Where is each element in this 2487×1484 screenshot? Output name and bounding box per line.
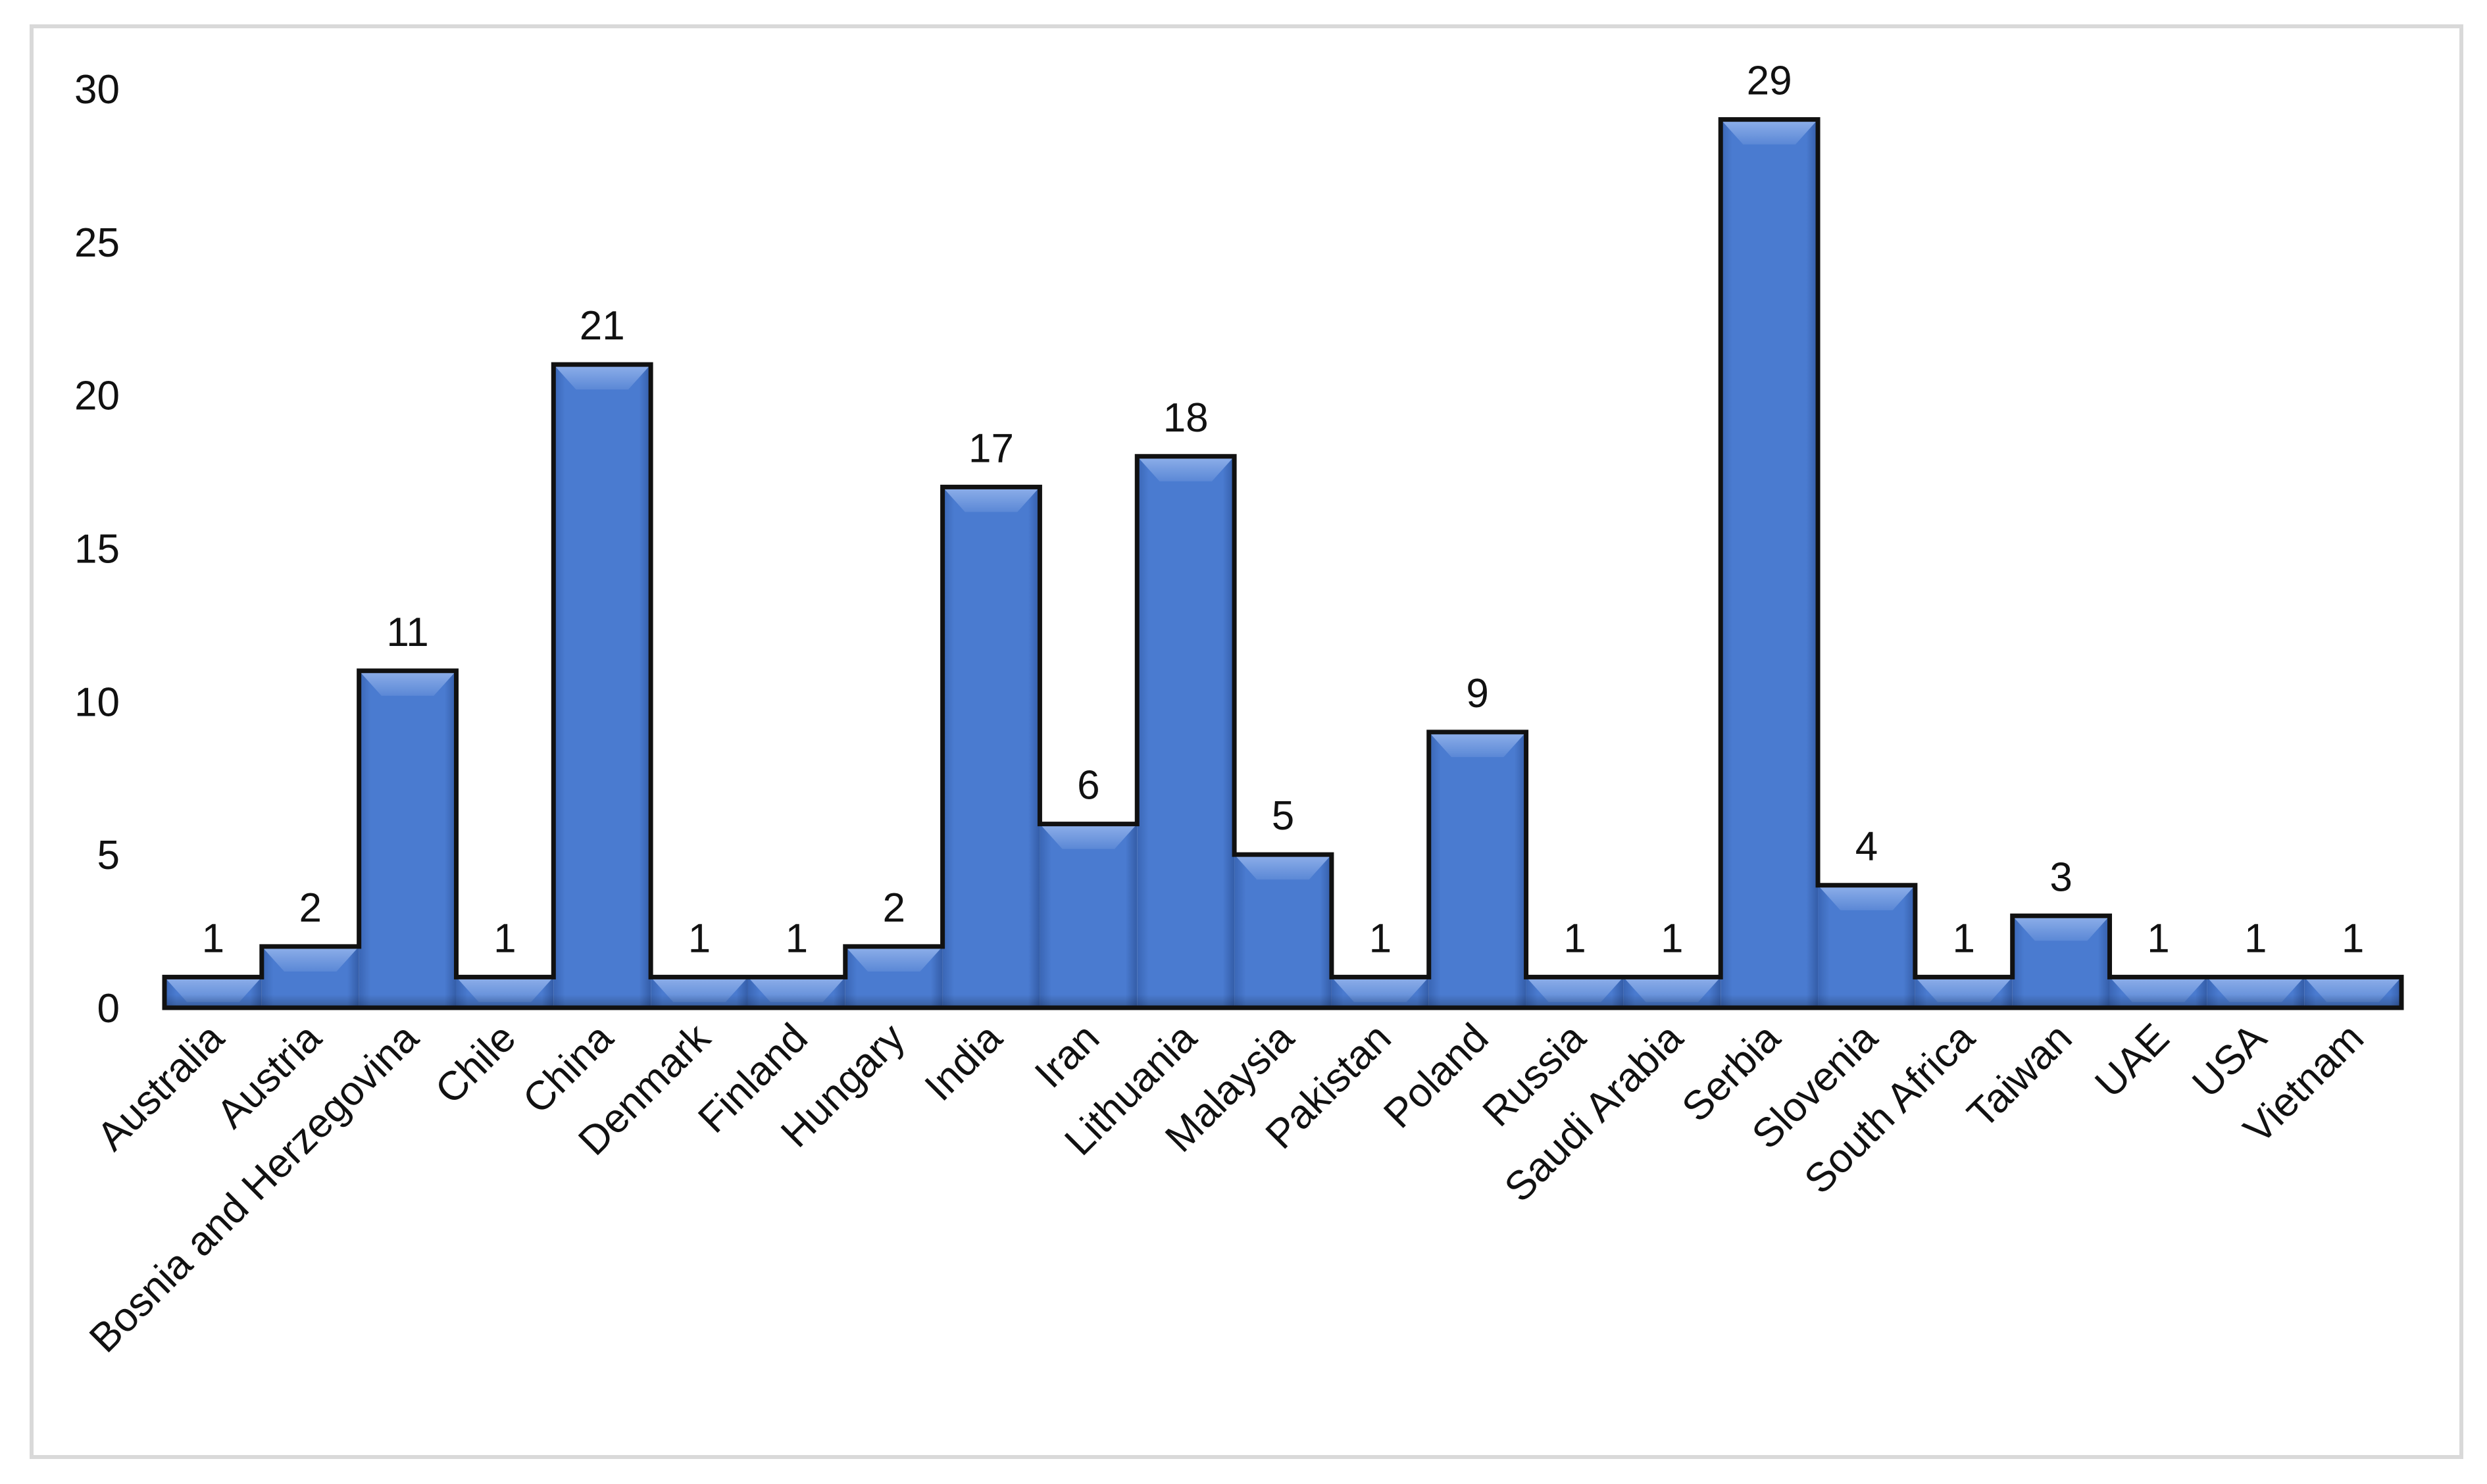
data-label: 1 <box>2244 916 2267 961</box>
bar-body <box>1428 731 1526 1008</box>
bar-body <box>1234 854 1332 1008</box>
bar-iran <box>1040 824 1138 1008</box>
bar-lithuania <box>1137 456 1235 1008</box>
y-tick-label: 5 <box>97 833 120 878</box>
y-tick-label: 20 <box>74 374 120 419</box>
bar-bevel <box>1818 885 1915 910</box>
data-label: 11 <box>386 610 428 655</box>
data-label: 1 <box>1953 916 1975 961</box>
data-label: 1 <box>2342 916 2364 961</box>
bar-poland <box>1428 731 1526 1008</box>
data-label: 3 <box>2049 854 2072 900</box>
bar-bevel <box>1137 456 1235 482</box>
data-label: 1 <box>786 916 808 961</box>
bar-bevel <box>1428 731 1526 757</box>
bar-china <box>553 364 651 1008</box>
bar-bevel <box>359 670 457 696</box>
data-label: 5 <box>1272 793 1294 839</box>
data-label: 2 <box>299 885 321 931</box>
y-tick-label: 15 <box>74 527 120 572</box>
y-tick-label: 25 <box>74 220 120 266</box>
data-label: 1 <box>1661 916 1683 961</box>
bar-malaysia <box>1234 854 1332 1008</box>
data-label: 1 <box>2147 916 2169 961</box>
data-label: 1 <box>688 916 711 961</box>
data-label: 1 <box>202 916 224 961</box>
bar-taiwan <box>2012 916 2110 1008</box>
bar-bevel <box>553 364 651 390</box>
data-label: 29 <box>1747 59 1792 104</box>
bar-bevel <box>261 946 359 972</box>
bar-body <box>1721 119 1819 1008</box>
bar-body <box>942 487 1040 1008</box>
data-label: 4 <box>1855 824 1878 870</box>
data-label: 6 <box>1077 763 1099 808</box>
bar-bevel <box>845 946 943 972</box>
bar-india <box>942 487 1040 1008</box>
y-tick-label: 0 <box>97 986 120 1031</box>
data-label: 17 <box>968 426 1014 471</box>
bars-group <box>162 117 2404 1010</box>
bar-bevel <box>1721 119 1819 145</box>
data-label: 9 <box>1466 671 1488 716</box>
bar-bevel <box>942 487 1040 512</box>
bar-body <box>1137 456 1235 1008</box>
data-label: 2 <box>882 885 905 931</box>
data-label: 1 <box>1369 916 1392 961</box>
bar-bevel <box>1234 854 1332 880</box>
data-label: 21 <box>580 303 625 349</box>
bar-body <box>359 670 457 1008</box>
bar-body <box>553 364 651 1008</box>
bars-outline <box>162 117 2404 1010</box>
y-axis: 0 5 10 15 20 25 30 <box>74 67 120 1031</box>
data-label: 18 <box>1163 395 1209 441</box>
baseline-shade <box>164 995 2401 1008</box>
bar-serbia <box>1721 119 1819 1008</box>
bar-body <box>1040 824 1138 1008</box>
bar-bevel <box>1040 824 1138 849</box>
bar-bosnia-and-herzegovina <box>359 670 457 1008</box>
y-tick-label: 30 <box>74 67 120 112</box>
data-label: 1 <box>493 916 516 961</box>
data-label: 1 <box>1563 916 1586 961</box>
bar-bevel <box>2012 916 2110 941</box>
bar-slovenia <box>1818 885 1915 1008</box>
y-tick-label: 10 <box>74 680 120 725</box>
